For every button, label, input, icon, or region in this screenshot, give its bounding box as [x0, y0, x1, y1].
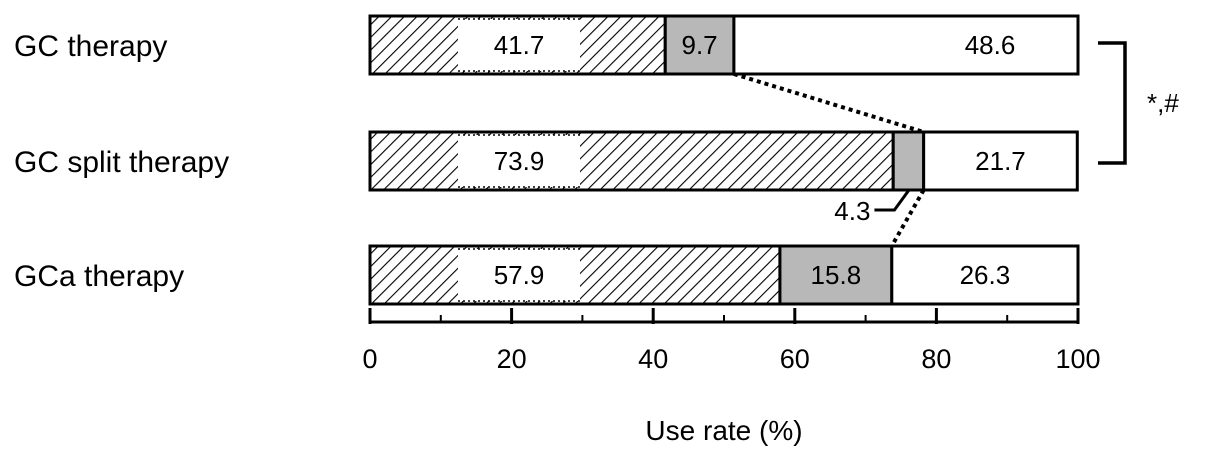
value-label-2-3: 21.7 [975, 146, 1026, 176]
significance-bracket: *,# [1098, 41, 1179, 165]
x-tick-label-100: 100 [1055, 344, 1100, 374]
callout-leader [874, 187, 912, 212]
hatched-label-bg-3 [458, 249, 580, 301]
connector-lines: 4.3 [733, 72, 926, 247]
category-label-1: GC therapy [14, 30, 167, 63]
bar-segment-1-2 [663, 14, 736, 76]
value-label-2-1: 73.9 [494, 146, 545, 176]
bars-group: 41.7 9.7 48.6 73.9 21.7 57.9 15.8 26.3 [368, 14, 1080, 306]
bar-segment-2-1 [368, 130, 895, 192]
bar-segment-3-3 [890, 244, 1080, 306]
connector-line-1 [733, 72, 925, 134]
x-tick-label-20: 20 [497, 344, 527, 374]
value-label-2-2: 4.3 [834, 196, 870, 226]
x-tick-label-0: 0 [362, 344, 377, 374]
value-label-1-1: 41.7 [494, 30, 545, 60]
connector-line-2 [890, 189, 926, 247]
category-labels: GC therapy GC split therapy GCa therapy [14, 30, 229, 293]
hatched-label-bg-2 [458, 135, 580, 187]
significance-label: *,# [1147, 88, 1179, 118]
category-label-3: GCa therapy [14, 260, 184, 293]
significance-bracket-line [1098, 41, 1127, 165]
x-axis: 0 20 40 60 80 100 [362, 308, 1101, 374]
value-label-3-1: 57.9 [494, 260, 545, 290]
x-tick-label-40: 40 [638, 344, 668, 374]
bar-segment-2-2 [891, 130, 926, 192]
value-label-1-3: 48.6 [965, 30, 1016, 60]
value-label-3-3: 26.3 [960, 260, 1011, 290]
bar-segment-2-3 [922, 130, 1079, 192]
category-label-2: GC split therapy [14, 146, 229, 179]
hatched-label-bg-1 [458, 19, 580, 71]
x-tick-label-60: 60 [780, 344, 810, 374]
bar-segment-1-3 [732, 14, 1080, 76]
value-label-1-2: 9.7 [681, 30, 717, 60]
bar-segment-3-2 [778, 244, 894, 306]
value-label-3-2: 15.8 [811, 260, 862, 290]
x-tick-label-80: 80 [921, 344, 951, 374]
x-axis-title: Use rate (%) [645, 415, 802, 446]
